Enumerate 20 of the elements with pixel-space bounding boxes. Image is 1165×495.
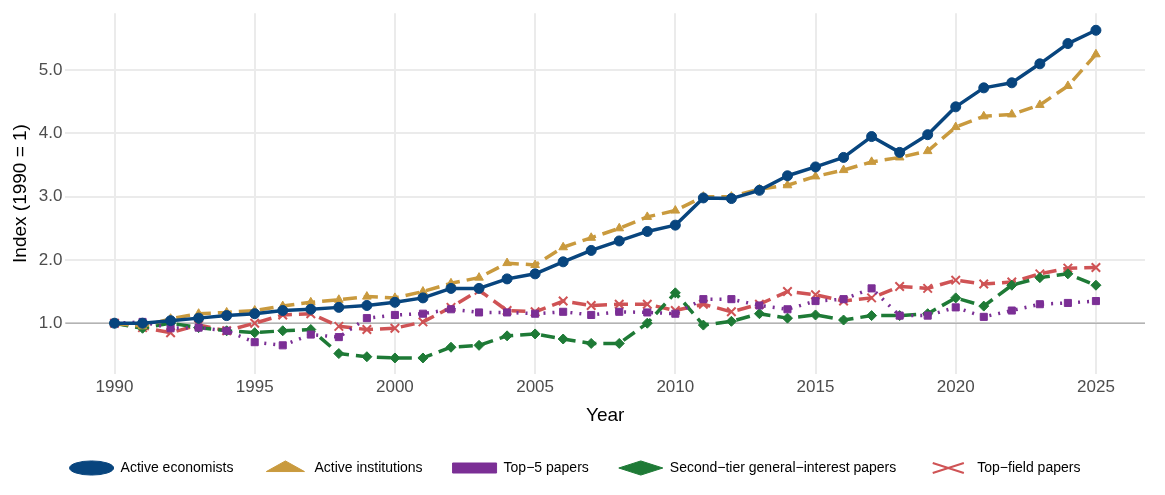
y-axis-title: Index (1990 = 1)	[8, 124, 30, 263]
y-tick-label: 4.0	[38, 123, 63, 143]
y-tick-label: 1.0	[38, 312, 63, 332]
legend-label: Top−5 papers	[503, 458, 589, 475]
x-tick-label: 1990	[95, 376, 134, 396]
y-tick-label: 3.0	[38, 186, 63, 206]
y-tick-label: 2.0	[38, 249, 63, 269]
x-tick-label: 1995	[235, 376, 274, 396]
x-tick-label: 2010	[656, 376, 695, 396]
legend-label: Active economists	[120, 458, 234, 475]
x-axis-title: Year	[586, 403, 626, 425]
y-tick-label: 5.0	[38, 59, 63, 79]
x-tick-label: 2005	[516, 376, 555, 396]
legend-label: Top−field papers	[977, 458, 1081, 475]
legend-label: Active institutions	[314, 458, 423, 475]
x-tick-label: 2025	[1077, 376, 1115, 396]
x-tick-label: 2020	[936, 376, 975, 396]
x-tick-label: 2015	[796, 376, 835, 396]
x-tick-label: 2000	[376, 376, 414, 396]
legend-label: Second−tier general−interest papers	[669, 458, 897, 475]
